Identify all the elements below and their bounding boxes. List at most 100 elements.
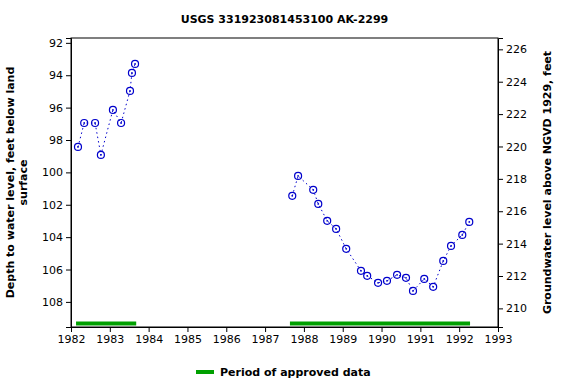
y-axis-label-line: surface [17,160,30,206]
marker-dot [326,220,328,222]
tick: 218 [498,173,527,186]
tick-label: 108 [42,296,63,309]
marker [409,287,416,294]
tick-label: 1988 [290,333,318,346]
tick-mark [498,211,503,212]
marker-dot [94,122,96,124]
marker [364,272,371,279]
marker [289,192,296,199]
y2-axis: 210 212 214 216 218 220 222 224 226 [498,39,527,328]
tick-label: 214 [506,238,527,251]
marker-dot [412,290,414,292]
marker-ring [375,279,382,286]
marker [295,172,302,179]
marker-dot [100,154,102,156]
tick: 220 [498,140,527,153]
tick-label: 94 [49,69,63,82]
marker-dot [83,122,85,124]
tick-label: 222 [506,108,527,121]
marker-ring [97,151,104,158]
plot-area [74,60,472,323]
tick-label: 100 [42,166,63,179]
marker [333,225,340,232]
tick: 210 [498,302,527,315]
tick-mark [420,327,421,332]
marker [74,143,81,150]
marker-ring [127,87,134,94]
marker-dot [386,280,388,282]
tick-label: 1990 [368,333,396,346]
marker-ring [310,186,317,193]
tick-mark [498,82,503,83]
tick-label: 1993 [485,333,513,346]
tick-mark [66,205,71,206]
marker-dot [77,146,79,148]
tick: 1988 [290,327,318,346]
marker-dot [112,109,114,111]
tick: 1986 [213,327,241,346]
marker [383,277,390,284]
marker-ring [383,277,390,284]
tick: 94 [49,69,71,82]
tick-label: 226 [506,43,527,56]
tick-label: 1992 [446,333,474,346]
tick-label: 218 [506,173,527,186]
tick: 212 [498,270,527,283]
tick-label: 1989 [329,333,357,346]
tick-mark [66,237,71,238]
tick-mark [66,140,71,141]
tick-label: 1991 [407,333,435,346]
marker-dot [317,203,319,205]
tick-mark [498,179,503,180]
tick: 108 [42,296,71,309]
marker [92,120,99,127]
marker-dot [450,245,452,247]
tick-mark [66,75,71,76]
marker [466,218,473,225]
tick-mark [498,244,503,245]
marker-dot [120,122,122,124]
marker [440,257,447,264]
tick: 1987 [252,327,280,346]
tick-label: 102 [42,199,63,212]
marker-dot [461,234,463,236]
tick-mark [498,276,503,277]
tick-mark [66,270,71,271]
y-axis-label: Depth to water level, feet below landsur… [4,67,30,299]
marker [128,69,135,76]
tick-label: 1983 [96,333,124,346]
marker-dot [312,189,314,191]
marker-dot [335,228,337,230]
tick: 1984 [135,327,163,346]
x-axis: 1982198319841985198619871988198919901991… [58,327,513,346]
y-axis: 92949698100102104106108 [42,37,72,328]
y-axis-label-line: Depth to water level, feet below land [4,67,17,299]
tick: 96 [49,102,71,115]
tick-mark [343,327,344,332]
tick: 216 [498,205,527,218]
tick-mark [66,43,71,44]
axis-line [66,39,72,328]
tick-label: 1985 [174,333,202,346]
marker [375,279,382,286]
tick: 224 [498,76,527,89]
marker-ring [92,120,99,127]
marker [81,120,88,127]
tick-mark [498,146,503,147]
tick: 1989 [329,327,357,346]
series-line [78,64,135,155]
tick-label: 1987 [252,333,280,346]
marker-ring [440,257,447,264]
marker [315,200,322,207]
tick: 1985 [174,327,202,346]
marker-ring [459,231,466,238]
marker-ring [448,242,455,249]
marker [97,151,104,158]
marker-dot [405,277,407,279]
marker-dot [423,278,425,280]
marker-dot [366,275,368,277]
tick-mark [66,172,71,173]
chart: 1982198319841985198619871988198919901991… [0,0,576,384]
tick-mark [187,327,188,332]
legend-swatch [196,370,214,374]
